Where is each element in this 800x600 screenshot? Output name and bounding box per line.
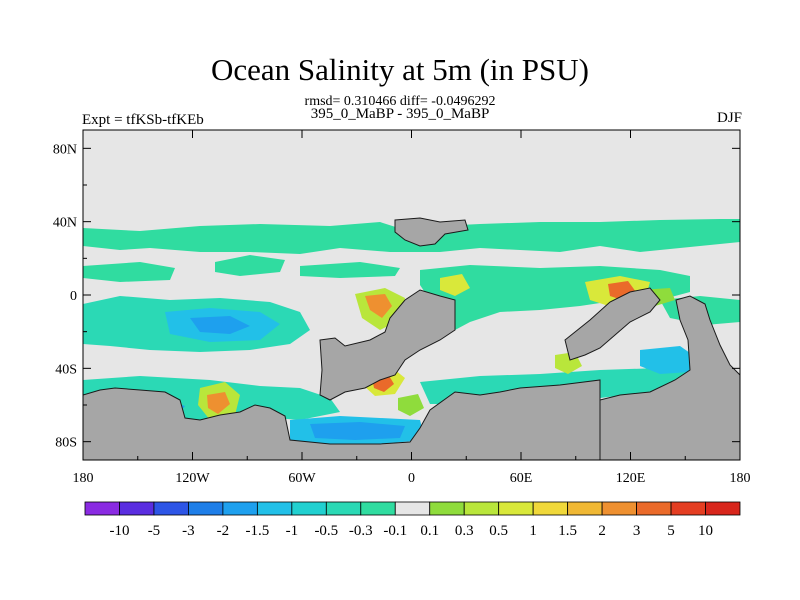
colorbar-box (394, 501, 431, 516)
colorbar-label: -3 (182, 523, 195, 539)
y-tick-label: 40S (55, 362, 77, 377)
colorbar-label: 10 (698, 523, 713, 539)
colorbar-box (567, 501, 603, 516)
colorbar-label: 0.1 (420, 523, 439, 539)
colorbar-box (291, 501, 327, 516)
rmsd-diff-stats: rmsd= 0.310466 diff= -0.0496292 (304, 94, 496, 109)
y-axis: 80N 40N 0 40S 80S (53, 142, 740, 451)
experiment-label: Expt = tfKSb-tfKEb (82, 112, 204, 128)
y-tick-label: 80S (55, 436, 77, 451)
x-axis: 180 120W 60W 0 60E 120E 180 (73, 130, 751, 486)
colorbar-box (360, 501, 396, 516)
x-tick-label: 120W (175, 471, 210, 486)
colorbar-box (188, 501, 224, 516)
chart-title: Ocean Salinity at 5m (in PSU) (211, 52, 589, 87)
south-pacific-freshest-spot (190, 316, 250, 334)
y-tick-label: 40N (53, 216, 77, 231)
colorbar-box (153, 501, 189, 516)
land-north-atlantic-island (394, 217, 469, 247)
land-masses (83, 217, 740, 460)
colorbar-label: -0.3 (349, 523, 373, 539)
season-label: DJF (716, 110, 742, 126)
atlantic-salty-core (365, 294, 392, 318)
x-tick-label: 120E (616, 471, 646, 486)
south-indian-fresh-patch (640, 346, 700, 374)
x-tick-label: 0 (408, 471, 415, 486)
colorbar-label: 3 (633, 523, 641, 539)
equatorial-indian-salty-patch (440, 274, 470, 296)
colorbar-box (84, 501, 120, 516)
land-australasian-block (599, 295, 740, 460)
colorbar-label: -1.5 (245, 523, 269, 539)
x-tick-label: 60W (288, 471, 316, 486)
x-tick-label: 180 (730, 471, 751, 486)
kerguelen-salty-patch (398, 394, 424, 416)
case-label: 395_0_MaBP - 395_0_MaBP (310, 106, 490, 122)
colorbar-box (601, 501, 637, 516)
map-area (83, 130, 740, 460)
colorbar-box (498, 501, 534, 516)
colorbar-box (636, 501, 672, 516)
colorbar-label: 2 (598, 523, 606, 539)
colorbar-label: 0.5 (489, 523, 508, 539)
land-south-american-block (319, 289, 456, 401)
colorbar-label: -2 (217, 523, 230, 539)
colorbar-label: 1.5 (558, 523, 577, 539)
colorbar-label: -1 (286, 523, 299, 539)
colorbar-label: 0.3 (455, 523, 474, 539)
antarctic-coastal-fresher (310, 422, 405, 440)
y-tick-label: 80N (53, 142, 77, 157)
colorbar-label: 1 (529, 523, 537, 539)
colorbar-label: -10 (109, 523, 129, 539)
colorbar-box (532, 501, 569, 516)
colorbar-box (119, 501, 155, 516)
colorbar-box (670, 501, 706, 516)
colorbar-label: 5 (667, 523, 675, 539)
colorbar-label: -5 (148, 523, 161, 539)
colorbar-label: -0.1 (383, 523, 407, 539)
y-tick-label: 0 (70, 289, 77, 304)
colorbar-box (325, 501, 362, 516)
colorbar: -10 -5 -3 -2 -1.5 -1 -0.5 -0.3 -0.1 0.1 0.3 0.5 1 1.5… (84, 501, 741, 539)
colorbar-box (429, 501, 465, 516)
north-subtropical-fresh-patch (83, 262, 175, 282)
colorbar-box (463, 501, 500, 516)
land-antarctic-west (83, 379, 601, 460)
colorbar-box (705, 501, 741, 516)
x-tick-label: 60E (510, 471, 533, 486)
colorbar-label: -0.5 (314, 523, 338, 539)
colorbar-box (256, 501, 293, 516)
south-pacific-salty-core (207, 392, 230, 414)
land-african-indian-block (564, 287, 661, 361)
x-tick-label: 180 (73, 471, 94, 486)
colorbar-box (222, 501, 258, 516)
north-pacific-fresh-patch (215, 255, 285, 276)
north-atlantic-fresh-patch (300, 262, 400, 278)
